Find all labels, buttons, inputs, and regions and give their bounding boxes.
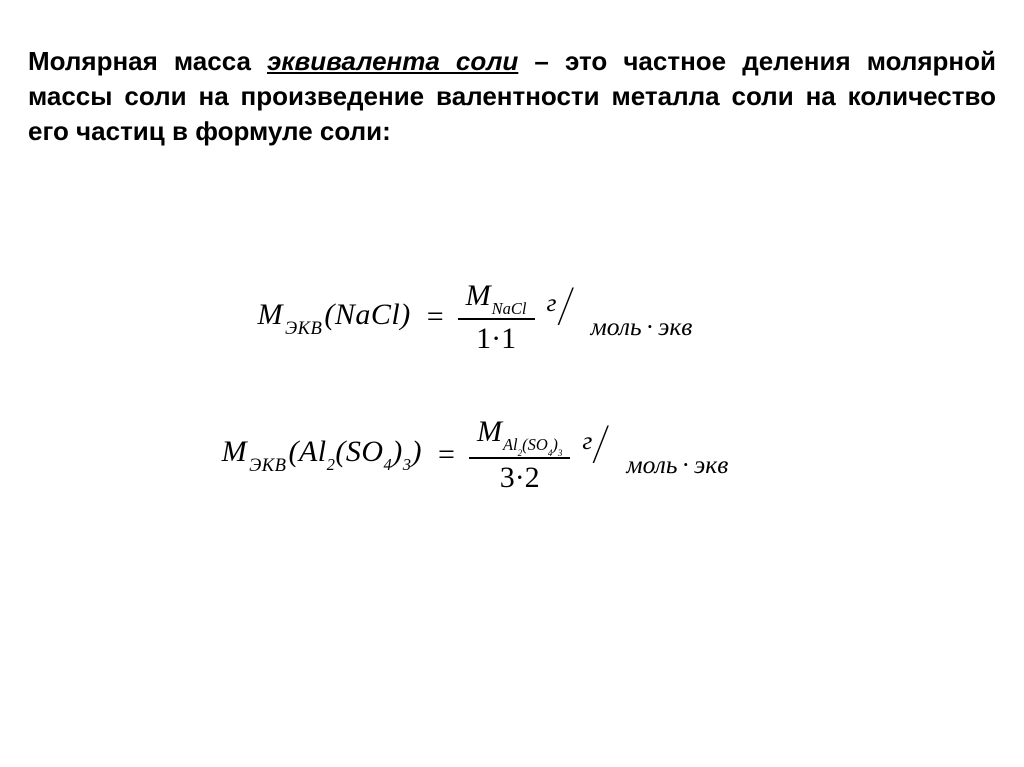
paren-open: ( [324, 298, 335, 331]
equals-sign: = [438, 438, 455, 472]
denominator-al2so43: 3·2 [492, 459, 548, 494]
unit-slash: ⁄ [599, 412, 604, 477]
num-M: M [477, 415, 502, 448]
comp-sub-2: 2 [327, 455, 336, 474]
sym-M: M [257, 298, 283, 331]
intro-prefix: Молярная масса [28, 46, 267, 76]
comp-close-inner: ) [392, 435, 403, 468]
unit-ekv: экв [658, 312, 692, 341]
comp-al: Al [299, 435, 327, 468]
comp-sub-3: 3 [403, 455, 412, 474]
intro-paragraph: Молярная масса эквивалента соли – это ча… [28, 44, 996, 149]
paren-open: ( [288, 435, 299, 468]
ns-4: 4 [548, 448, 553, 458]
formulas-block: MЭКВ(NaCl) = MNaCl 1·1 г ⁄ моль·экв MЭКВ… [28, 279, 996, 493]
intro-term: эквивалента соли [267, 46, 518, 76]
unit-slash: ⁄ [563, 274, 568, 339]
num-sub-al2so43: Al2(SO4)3 [503, 435, 562, 454]
unit-g: г [547, 288, 557, 318]
fraction-al2so43: MAl2(SO4)3 3·2 [469, 415, 570, 493]
page: Молярная масса эквивалента соли – это ча… [0, 0, 1024, 572]
sub-ekv: ЭКВ [285, 318, 322, 339]
unit-mol: моль [626, 450, 677, 479]
unit-dot: · [682, 450, 691, 479]
ns-2: 2 [518, 448, 523, 458]
lhs-nacl: MЭКВ(NaCl) [257, 298, 410, 337]
unit-dot: · [646, 312, 655, 341]
numerator-al2so43: MAl2(SO4)3 [469, 415, 570, 458]
formula-nacl: MЭКВ(NaCl) = MNaCl 1·1 г ⁄ моль·экв [28, 279, 996, 355]
num-M: M [466, 279, 491, 312]
paren-close: ) [412, 435, 423, 468]
unit-denom: моль·экв [626, 450, 728, 480]
compound-nacl: NaCl [335, 298, 400, 331]
units-al2so43: г ⁄ моль·экв [582, 426, 802, 484]
units-nacl: г ⁄ моль·экв [547, 288, 767, 346]
unit-denom: моль·экв [591, 312, 693, 342]
unit-mol: моль [591, 312, 642, 341]
unit-ekv: экв [694, 450, 728, 479]
num-sub-nacl: NaCl [492, 299, 527, 318]
numerator-nacl: MNaCl [458, 279, 535, 320]
unit-g: г [582, 426, 592, 456]
ns-3: 3 [558, 448, 563, 458]
fraction-nacl: MNaCl 1·1 [458, 279, 535, 355]
ns-al: Al [503, 435, 518, 454]
equals-sign: = [427, 300, 444, 334]
sym-M: M [222, 435, 248, 468]
sub-ekv: ЭКВ [249, 455, 286, 476]
ns-so: (SO [522, 435, 548, 454]
denominator-nacl: 1·1 [468, 320, 524, 355]
formula-al2so43: MЭКВ(Al2(SO4)3) = MAl2(SO4)3 3·2 г ⁄ мол… [28, 415, 996, 493]
comp-sub-4: 4 [384, 455, 393, 474]
paren-close: ) [400, 298, 411, 331]
lhs-al2so43: MЭКВ(Al2(SO4)3) [222, 435, 422, 474]
comp-so: (SO [335, 435, 383, 468]
